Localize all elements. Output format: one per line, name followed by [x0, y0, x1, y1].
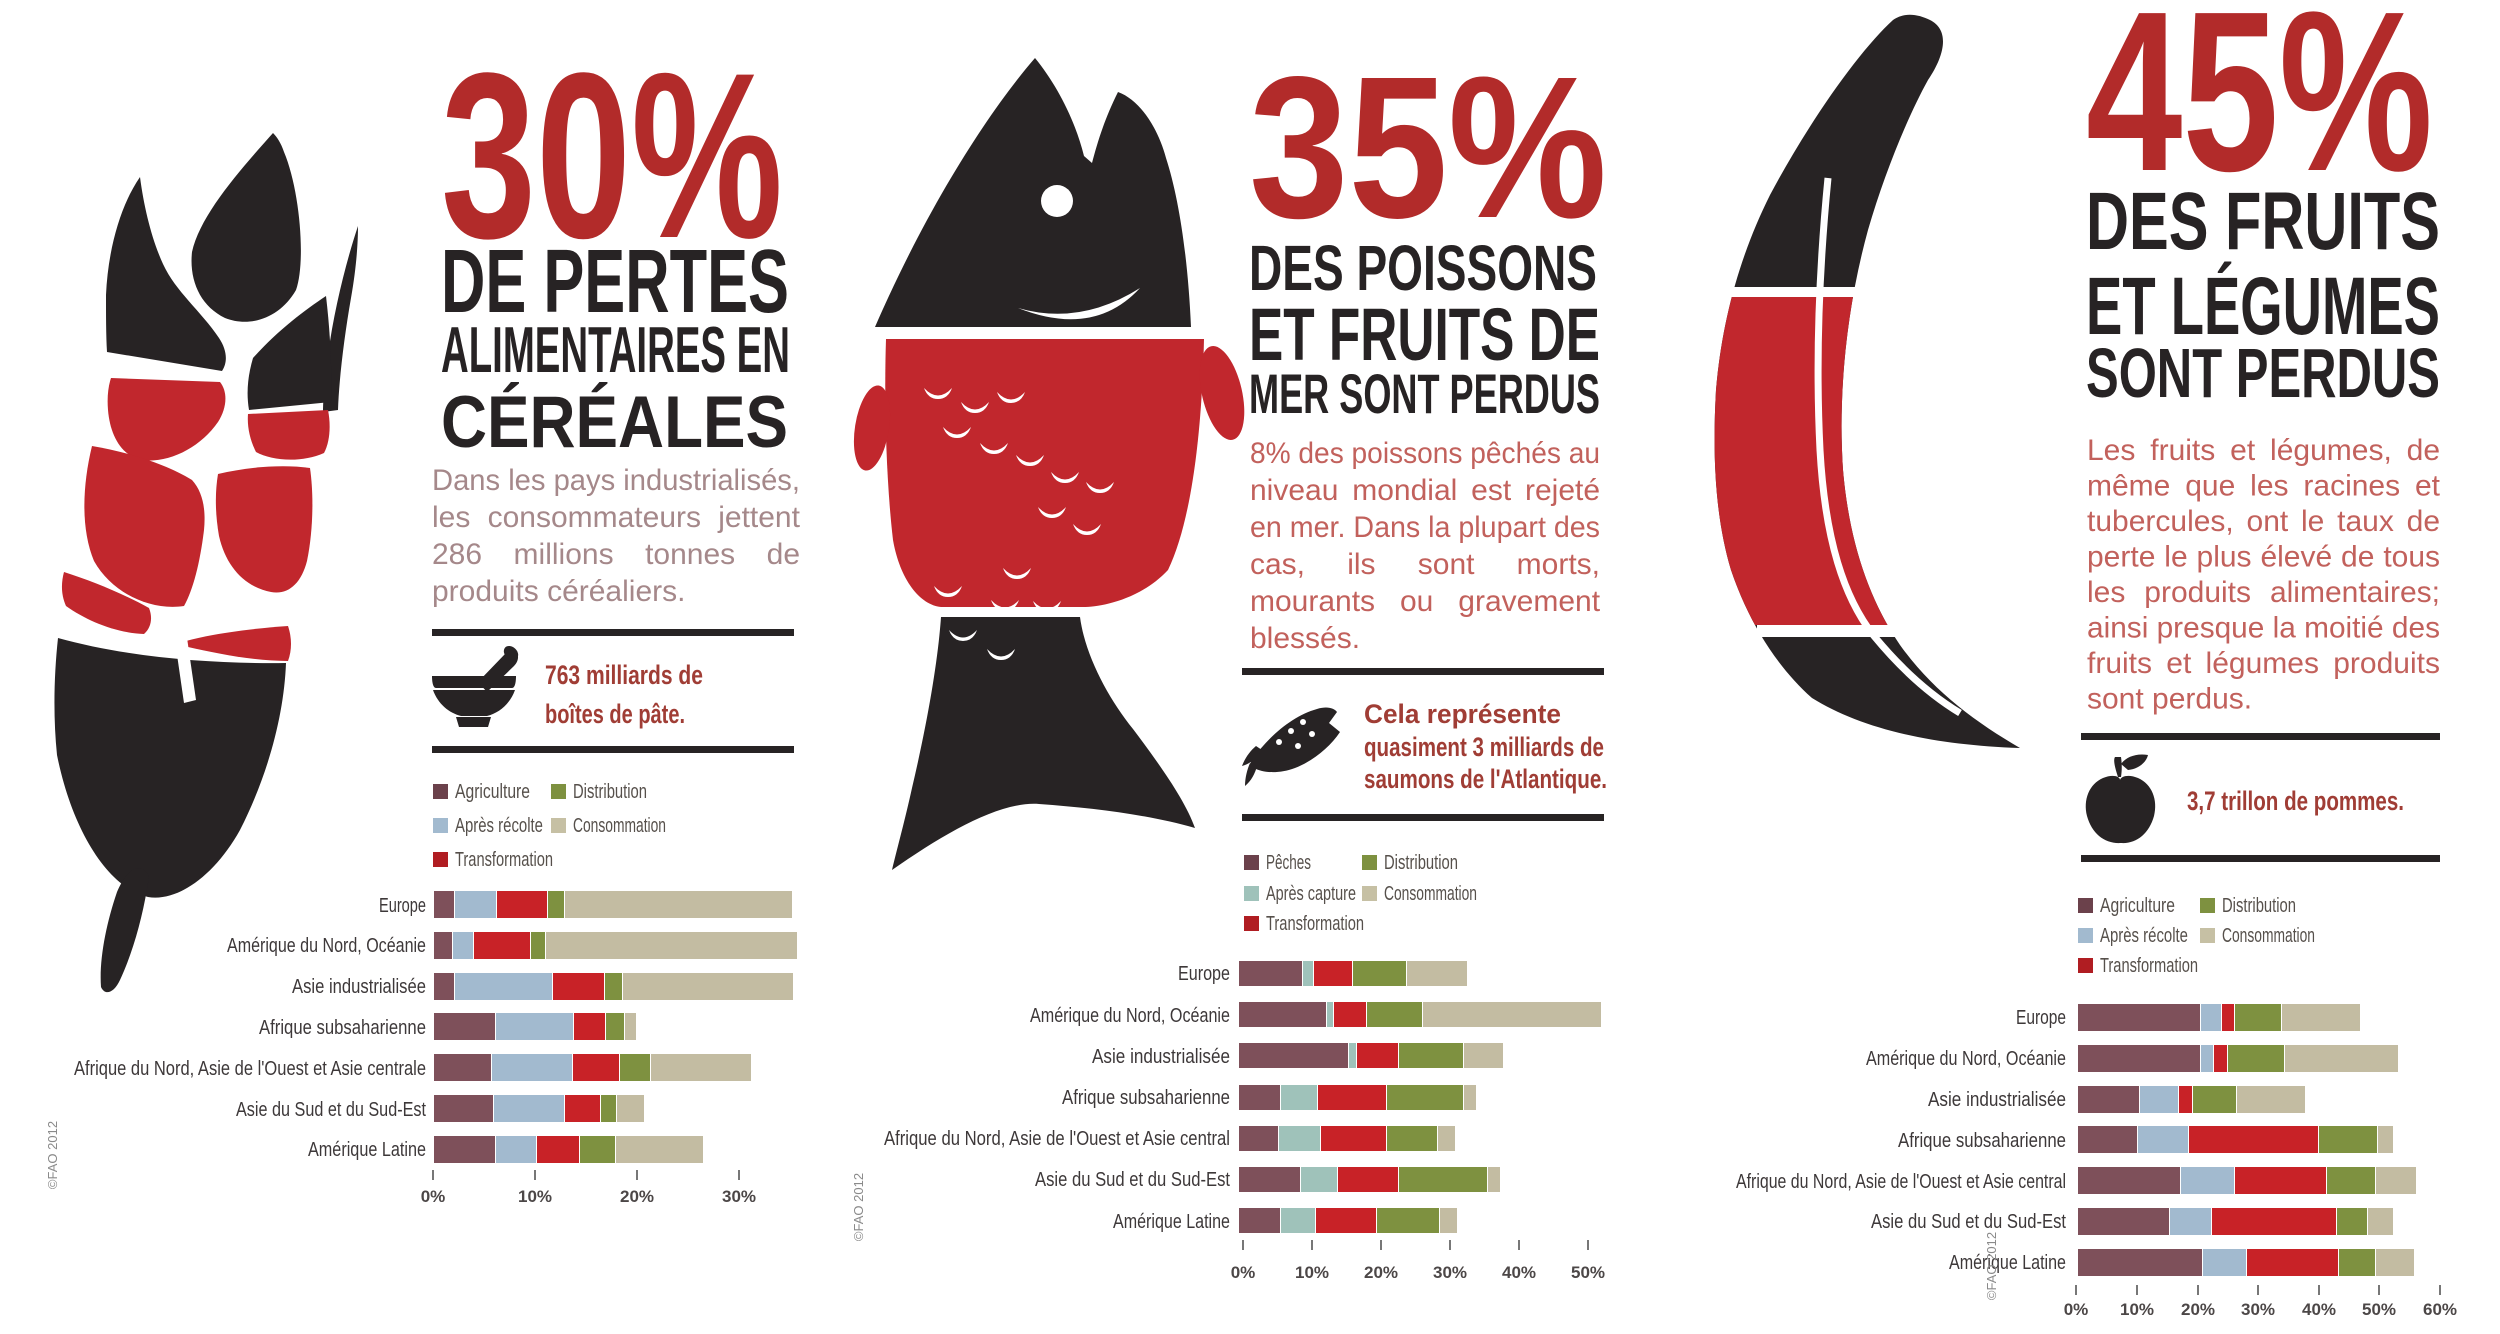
svg-text:les consommateurs jettent: les consommateurs jettent: [432, 501, 801, 534]
svg-text:perte le plus élevé de tous: perte le plus élevé de tous: [2087, 541, 2440, 574]
svg-text:Amérique Latine: Amérique Latine: [308, 1139, 426, 1161]
svg-text:10%: 10%: [2120, 1300, 2154, 1319]
svg-text:Dans les pays industrialisés,: Dans les pays industrialisés,: [432, 464, 800, 497]
svg-text:Afrique subsaharienne: Afrique subsaharienne: [1062, 1087, 1230, 1109]
svg-text:8% des poissons pêchés au: 8% des poissons pêchés au: [1250, 437, 1600, 470]
svg-text:60%: 60%: [2423, 1300, 2457, 1319]
svg-text:©FAO 2012: ©FAO 2012: [45, 1121, 60, 1189]
svg-text:Amérique du Nord, Océanie: Amérique du Nord, Océanie: [227, 935, 426, 957]
svg-text:Asie industrialisée: Asie industrialisée: [1928, 1089, 2066, 1111]
svg-text:Asie du Sud et du Sud-Est: Asie du Sud et du Sud-Est: [1871, 1211, 2066, 1233]
svg-text:Afrique du Nord, Asie de l'Oue: Afrique du Nord, Asie de l'Ouest et Asie…: [74, 1058, 426, 1080]
svg-text:saumons de l'Atlantique.: saumons de l'Atlantique.: [1364, 764, 1607, 794]
svg-text:45%: 45%: [2086, 0, 2433, 219]
svg-text:Agriculture: Agriculture: [455, 781, 530, 803]
svg-text:Cela représente: Cela représente: [1364, 699, 1561, 729]
svg-text:30%: 30%: [441, 24, 783, 288]
svg-text:ET LÉGUMES: ET LÉGUMES: [2086, 261, 2440, 352]
svg-text:MER SONT PERDUS: MER SONT PERDUS: [1249, 362, 1600, 425]
svg-text:Afrique subsaharienne: Afrique subsaharienne: [1898, 1130, 2066, 1152]
svg-text:40%: 40%: [2302, 1300, 2336, 1319]
svg-text:Afrique du Nord, Asie de l'Oue: Afrique du Nord, Asie de l'Ouest et Asie…: [884, 1128, 1230, 1150]
svg-text:Consommation: Consommation: [573, 815, 666, 837]
svg-text:50%: 50%: [1571, 1263, 1605, 1282]
svg-text:cas, ils sont morts,: cas, ils sont morts,: [1250, 548, 1600, 581]
svg-text:Asie industrialisée: Asie industrialisée: [292, 976, 426, 998]
svg-text:Les fruits et légumes, de: Les fruits et légumes, de: [2087, 434, 2440, 467]
svg-text:Europe: Europe: [1178, 963, 1230, 985]
svg-text:ET FRUITS DE: ET FRUITS DE: [1249, 293, 1600, 376]
svg-text:Agriculture: Agriculture: [2100, 895, 2175, 917]
svg-text:sont perdus.: sont perdus.: [2087, 683, 2252, 716]
svg-text:Transformation: Transformation: [455, 849, 553, 871]
svg-text:Après récolte: Après récolte: [2100, 925, 2188, 947]
svg-text:ALIMENTAIRES EN: ALIMENTAIRES EN: [441, 313, 790, 386]
svg-text:Amérique du Nord, Océanie: Amérique du Nord, Océanie: [1030, 1005, 1230, 1027]
svg-text:Distribution: Distribution: [2222, 895, 2296, 917]
svg-text:Afrique du Nord, Asie de l'Oue: Afrique du Nord, Asie de l'Ouest et Asie…: [1736, 1171, 2066, 1193]
svg-text:en mer. Dans la plupart des: en mer. Dans la plupart des: [1250, 511, 1600, 544]
svg-text:CÉRÉALES: CÉRÉALES: [441, 382, 788, 463]
svg-text:40%: 40%: [1502, 1263, 1536, 1282]
svg-text:Afrique subsaharienne: Afrique subsaharienne: [259, 1017, 426, 1039]
svg-text:0%: 0%: [421, 1187, 446, 1206]
svg-text:©FAO 2012: ©FAO 2012: [851, 1173, 866, 1241]
svg-text:Distribution: Distribution: [1384, 852, 1458, 874]
svg-text:Transformation: Transformation: [1266, 913, 1364, 935]
svg-text:20%: 20%: [2181, 1300, 2215, 1319]
svg-text:50%: 50%: [2362, 1300, 2396, 1319]
svg-text:763 milliards de: 763 milliards de: [545, 660, 703, 690]
svg-text:tubercules, ont le taux de: tubercules, ont le taux de: [2087, 505, 2440, 538]
svg-text:Amérique Latine: Amérique Latine: [1949, 1252, 2066, 1274]
svg-text:ainsi presque la moitié des: ainsi presque la moitié des: [2087, 612, 2440, 645]
svg-text:Asie industrialisée: Asie industrialisée: [1092, 1046, 1230, 1068]
svg-text:3,7 trillon de pommes.: 3,7 trillon de pommes.: [2187, 786, 2404, 816]
svg-text:Distribution: Distribution: [573, 781, 647, 803]
svg-text:30%: 30%: [2241, 1300, 2275, 1319]
svg-text:Consommation: Consommation: [2222, 925, 2315, 947]
svg-text:Amérique Latine: Amérique Latine: [1113, 1211, 1230, 1233]
svg-text:DES POISSONS: DES POISSONS: [1249, 232, 1597, 304]
svg-text:Amérique du Nord, Océanie: Amérique du Nord, Océanie: [1866, 1048, 2066, 1070]
svg-text:produits céréaliers.: produits céréaliers.: [432, 575, 685, 608]
svg-text:10%: 10%: [518, 1187, 552, 1206]
svg-text:DE PERTES: DE PERTES: [441, 232, 789, 332]
svg-text:10%: 10%: [1295, 1263, 1329, 1282]
svg-text:blessés.: blessés.: [1250, 622, 1360, 655]
svg-text:fruits et légumes produits: fruits et légumes produits: [2087, 647, 2440, 680]
svg-text:286 millions tonnes de: 286 millions tonnes de: [432, 538, 800, 571]
svg-text:30%: 30%: [1433, 1263, 1467, 1282]
svg-text:Europe: Europe: [2016, 1007, 2066, 1029]
svg-text:quasiment 3 milliards de: quasiment 3 milliards de: [1364, 732, 1604, 762]
svg-text:20%: 20%: [1364, 1263, 1398, 1282]
svg-text:Pêches: Pêches: [1266, 852, 1311, 874]
svg-text:les produits alimentaires;: les produits alimentaires;: [2087, 576, 2440, 609]
svg-text:30%: 30%: [722, 1187, 756, 1206]
svg-text:©FAO 2012: ©FAO 2012: [1984, 1232, 1999, 1300]
svg-text:35%: 35%: [1249, 34, 1607, 260]
svg-text:SONT PERDUS: SONT PERDUS: [2086, 334, 2440, 412]
svg-text:Asie du Sud et du Sud-Est: Asie du Sud et du Sud-Est: [1035, 1169, 1230, 1191]
svg-text:0%: 0%: [1231, 1263, 1256, 1282]
svg-text:mourants ou gravement: mourants ou gravement: [1250, 585, 1601, 618]
svg-text:Transformation: Transformation: [2100, 955, 2198, 977]
svg-text:Asie du Sud et du Sud-Est: Asie du Sud et du Sud-Est: [236, 1099, 426, 1121]
svg-text:même que les racines et: même que les racines et: [2087, 470, 2441, 503]
svg-text:Europe: Europe: [379, 895, 426, 917]
svg-text:20%: 20%: [620, 1187, 654, 1206]
svg-text:0%: 0%: [2064, 1300, 2089, 1319]
svg-text:niveau mondial est rejeté: niveau mondial est rejeté: [1250, 474, 1600, 507]
svg-text:boîtes de pâte.: boîtes de pâte.: [545, 699, 685, 729]
svg-text:Consommation: Consommation: [1384, 883, 1477, 905]
svg-text:Après capture: Après capture: [1266, 883, 1356, 905]
svg-text:Après récolte: Après récolte: [455, 815, 543, 837]
svg-text:DES FRUITS: DES FRUITS: [2086, 176, 2440, 267]
